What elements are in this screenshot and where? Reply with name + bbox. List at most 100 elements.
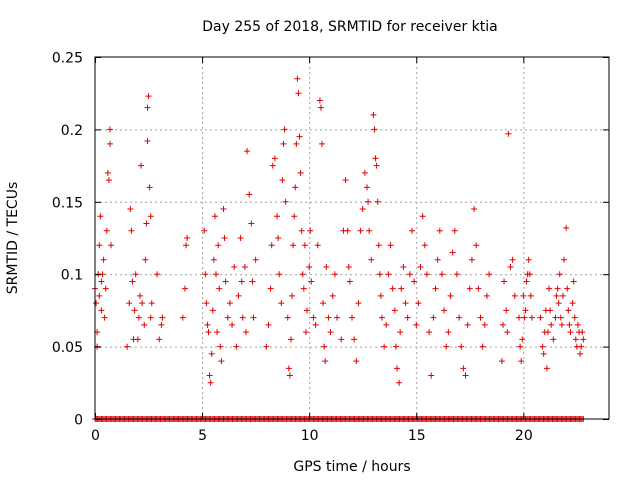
data-point <box>292 184 299 191</box>
data-point <box>147 213 154 220</box>
data-point <box>241 263 248 270</box>
data-point <box>391 307 398 314</box>
data-point <box>131 307 138 314</box>
data-point <box>98 278 105 285</box>
data-point <box>501 278 508 285</box>
data-point <box>215 242 222 249</box>
data-point <box>539 343 546 350</box>
data-point <box>221 235 228 241</box>
x-tick-label: 0 <box>91 428 100 444</box>
data-point <box>453 271 460 278</box>
data-point <box>441 307 448 314</box>
data-point <box>252 256 259 263</box>
data-point <box>550 336 557 343</box>
data-point <box>108 242 115 249</box>
data-point <box>307 227 314 234</box>
data-point <box>129 278 136 285</box>
y-axis-label: SRMTID / TECUs <box>5 182 21 295</box>
data-point <box>402 300 409 307</box>
data-point <box>201 227 208 234</box>
data-point <box>322 358 329 365</box>
data-point <box>398 285 405 292</box>
data-point <box>438 271 445 278</box>
data-point <box>387 242 394 249</box>
data-point <box>214 329 221 336</box>
data-point <box>526 271 533 278</box>
data-point <box>290 242 297 249</box>
data-point <box>349 314 355 321</box>
data-point <box>276 271 283 278</box>
data-point <box>334 314 341 321</box>
data-point <box>128 227 135 234</box>
data-point <box>415 300 422 307</box>
data-point <box>237 235 244 241</box>
data-point <box>377 292 384 299</box>
data-point <box>344 227 351 234</box>
data-point <box>222 278 229 285</box>
data-point <box>295 90 302 97</box>
data-point <box>559 292 566 299</box>
data-point <box>106 126 113 133</box>
data-point <box>563 224 570 231</box>
data-point <box>570 278 577 285</box>
data-point <box>574 321 581 328</box>
data-point <box>207 379 214 386</box>
data-point <box>481 321 488 328</box>
data-point <box>210 256 217 263</box>
data-point <box>483 292 490 299</box>
data-point <box>498 358 505 365</box>
x-tick-label: 20 <box>515 428 533 444</box>
data-point <box>249 278 256 285</box>
data-point <box>460 365 467 372</box>
data-point <box>298 227 305 234</box>
data-point <box>216 285 223 292</box>
data-point <box>396 379 403 386</box>
data-point <box>449 249 456 256</box>
data-point <box>142 256 149 263</box>
data-point <box>381 343 388 350</box>
data-point <box>327 329 334 336</box>
data-point <box>564 285 571 292</box>
data-point <box>462 372 469 379</box>
data-point <box>430 314 437 321</box>
data-point <box>329 292 336 299</box>
data-point <box>301 242 308 249</box>
data-point <box>325 314 332 321</box>
data-point <box>507 263 514 270</box>
data-point <box>486 271 493 278</box>
data-point <box>436 227 443 234</box>
data-point <box>101 314 108 321</box>
data-point <box>235 292 242 299</box>
data-point <box>479 343 486 350</box>
data-point <box>520 292 527 299</box>
data-point <box>522 307 529 314</box>
data-point <box>314 242 321 249</box>
data-point <box>351 336 358 343</box>
data-point <box>265 321 272 328</box>
data-point <box>103 227 110 234</box>
data-point <box>281 126 288 133</box>
data-point <box>205 329 212 336</box>
data-point <box>375 242 382 249</box>
data-point <box>445 329 452 336</box>
data-point <box>468 256 475 263</box>
data-point <box>231 263 238 270</box>
data-point <box>203 300 210 307</box>
data-point <box>519 336 526 343</box>
data-point <box>342 177 349 184</box>
data-point <box>138 162 145 169</box>
data-point <box>393 365 400 372</box>
data-point <box>547 307 554 314</box>
data-point <box>385 271 392 278</box>
data-point <box>213 271 220 278</box>
data-point <box>540 350 547 357</box>
data-point <box>238 278 245 285</box>
data-point <box>370 111 377 118</box>
data-point <box>565 307 572 314</box>
data-point <box>300 285 307 292</box>
data-point <box>320 300 327 307</box>
plot-frame <box>94 56 610 420</box>
data-point <box>525 256 532 263</box>
data-point <box>97 213 104 220</box>
